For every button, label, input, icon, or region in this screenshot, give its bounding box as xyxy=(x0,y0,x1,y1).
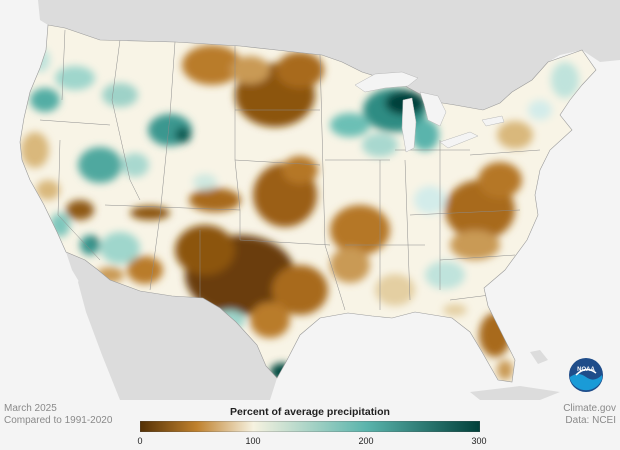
lake-superior xyxy=(354,71,419,93)
cuba-island xyxy=(470,386,560,400)
noaa-logo-gull xyxy=(575,368,597,376)
anomaly-blobs xyxy=(21,45,579,381)
legend-tick-300: 300 xyxy=(471,436,487,446)
baseline-note: Compared to 1991-2020 xyxy=(4,415,113,426)
lake-huron xyxy=(419,91,447,127)
lake-michigan xyxy=(401,97,417,153)
lake-erie xyxy=(439,131,479,149)
bahamas-islands xyxy=(530,350,548,364)
state-boundaries xyxy=(39,29,541,311)
noaa-logo: NOAA xyxy=(569,358,603,392)
legend-title: Percent of average precipitation xyxy=(230,406,390,418)
legend-tick-0: 0 xyxy=(137,436,143,446)
legend-tick-100: 100 xyxy=(245,436,261,446)
canada-landmass xyxy=(0,0,620,110)
map-info-left: March 2025 Compared to 1991-2020 xyxy=(4,403,112,427)
legend-gradient xyxy=(140,421,480,432)
background-landmasses xyxy=(0,0,620,400)
data-credit: Data: NCEI xyxy=(565,415,616,426)
lake-ontario xyxy=(481,115,505,127)
noaa-logo-wave xyxy=(570,374,602,391)
precipitation-map xyxy=(0,0,620,400)
legend-colorbar xyxy=(140,421,480,432)
great-lakes xyxy=(354,71,505,153)
map-info-right: Climate.gov Data: NCEI xyxy=(563,403,616,427)
baja-peninsula xyxy=(78,270,136,400)
source-credit: Climate.gov xyxy=(563,403,616,414)
noaa-logo-text: NOAA xyxy=(577,367,595,373)
map-date: March 2025 xyxy=(4,403,57,414)
legend-tick-200: 200 xyxy=(358,436,374,446)
